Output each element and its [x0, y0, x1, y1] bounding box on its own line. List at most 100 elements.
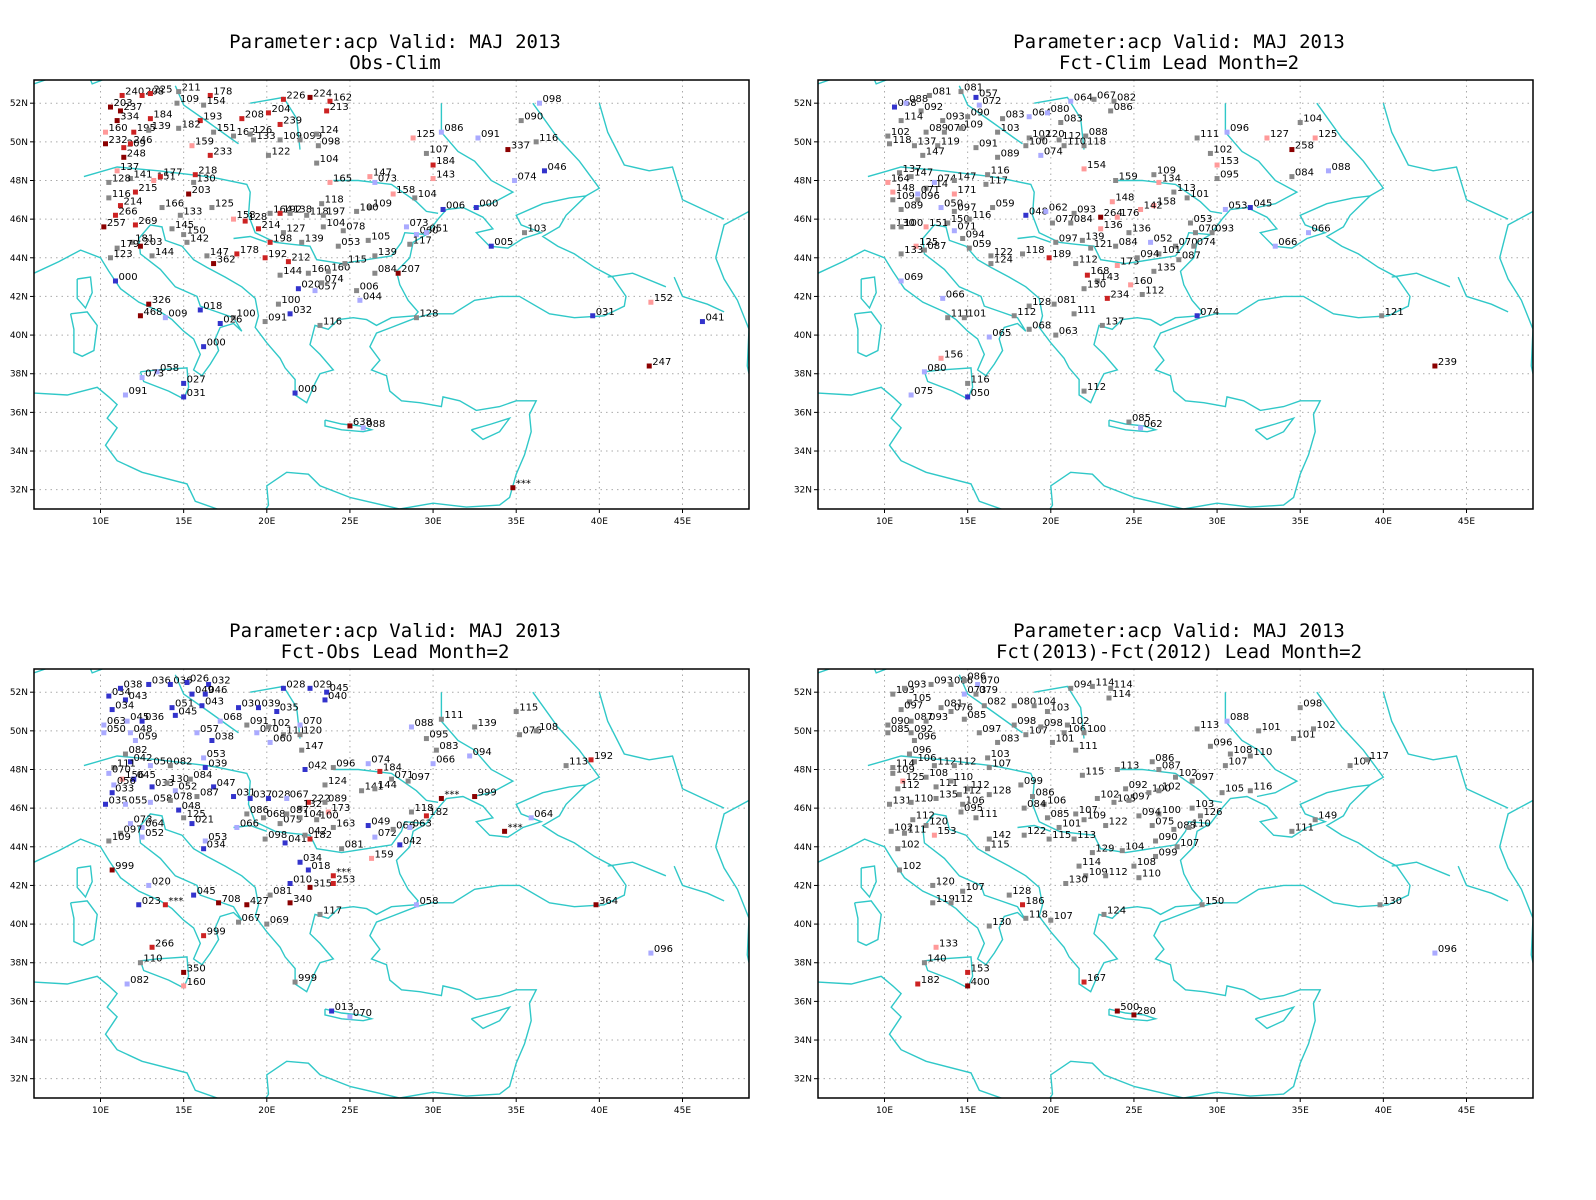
station-marker	[1068, 98, 1074, 104]
station-marker	[114, 245, 120, 251]
station-marker	[1106, 695, 1112, 701]
station-marker	[1083, 133, 1089, 139]
station-value: 708	[222, 894, 241, 905]
station-value: 427	[250, 896, 269, 907]
station-value: 140	[927, 954, 946, 965]
station-marker	[299, 239, 305, 245]
station-marker	[430, 761, 436, 767]
station-value: 225	[153, 85, 172, 96]
station-marker	[127, 730, 133, 736]
station-value: 100	[237, 309, 256, 320]
station-value: 104	[320, 154, 339, 165]
station-value: 070	[981, 675, 1000, 686]
station-value: 057	[318, 282, 337, 293]
station-marker	[114, 118, 120, 124]
x-tick-label: 45E	[1458, 1106, 1475, 1116]
station-marker	[1138, 425, 1144, 431]
station-value: 237	[123, 102, 142, 113]
y-tick-label: 48N	[794, 176, 812, 186]
station-marker	[1187, 220, 1193, 226]
station-marker	[1076, 863, 1082, 869]
station-value: 115	[519, 703, 538, 714]
station-marker	[1089, 850, 1095, 856]
station-value: 247	[652, 357, 671, 368]
station-value: 073	[967, 685, 986, 696]
station-marker	[360, 425, 366, 431]
station-value: 119	[941, 137, 960, 148]
station-marker	[197, 307, 203, 313]
station-value: 106	[966, 795, 985, 806]
station-marker	[322, 782, 328, 788]
station-value: 133	[183, 206, 202, 217]
station-value: 060	[273, 733, 292, 744]
station-value: 109	[1087, 811, 1106, 822]
station-marker	[923, 774, 929, 780]
station-value: 109	[112, 832, 131, 843]
station-marker	[176, 807, 182, 813]
station-value: 118	[1087, 137, 1106, 148]
station-marker	[933, 784, 939, 790]
station-value: 103	[991, 749, 1010, 760]
station-marker	[231, 216, 237, 222]
station-value: 096	[921, 191, 940, 202]
station-marker	[367, 205, 373, 211]
station-value: 102	[891, 127, 910, 138]
station-value: 116	[1253, 782, 1272, 793]
station-value: 029	[313, 679, 332, 690]
station-value: 107	[1029, 726, 1048, 737]
station-value: 000	[207, 338, 226, 349]
station-marker	[1377, 902, 1383, 908]
station-marker	[201, 102, 207, 108]
station-value: 113	[569, 757, 588, 768]
station-value: 141	[133, 170, 152, 181]
station-value: 143	[436, 170, 455, 181]
station-marker	[961, 678, 967, 684]
x-tick-label: 20E	[258, 517, 275, 527]
station-value: 074	[371, 755, 390, 766]
station-value: 156	[944, 349, 963, 360]
station-marker	[365, 237, 371, 243]
station-marker	[322, 799, 328, 805]
station-value: 116	[112, 189, 131, 200]
station-marker	[109, 790, 115, 796]
station-value: 130	[1383, 896, 1402, 907]
station-value: 053	[1193, 214, 1212, 225]
station-marker	[433, 747, 439, 753]
station-marker	[1114, 766, 1120, 772]
x-tick-label: 35E	[508, 1106, 525, 1116]
station-marker	[699, 319, 705, 325]
station-marker	[1023, 212, 1029, 218]
station-value: 162	[237, 127, 256, 138]
station-value: 110	[914, 793, 933, 804]
station-value: 067	[290, 789, 309, 800]
station-value: 159	[195, 137, 214, 148]
station-marker	[1041, 801, 1047, 807]
station-marker	[262, 836, 268, 842]
station-value: 109	[896, 191, 915, 202]
station-value: 073	[133, 815, 152, 826]
station-marker	[217, 718, 223, 724]
station-value: 097	[1132, 791, 1151, 802]
panel-subtitle: Fct(2013)-Fct(2012) Lead Month=2	[995, 641, 1363, 663]
station-value: 114	[1082, 857, 1101, 868]
x-tick-label: 35E	[1292, 1106, 1309, 1116]
station-value: 109	[180, 94, 199, 105]
station-marker	[1089, 683, 1095, 689]
station-value: 089	[929, 123, 948, 134]
coastlines	[34, 669, 749, 1098]
station-marker	[194, 794, 200, 800]
station-value: 069	[904, 272, 923, 283]
y-tick-label: 42N	[10, 292, 28, 302]
panel-top-right: Parameter:acp Valid: MAJ 2013 Fct-Clim L…	[784, 32, 1544, 552]
station-marker	[285, 259, 291, 265]
station-value: 084	[1295, 168, 1314, 179]
station-marker	[184, 239, 190, 245]
station-marker	[372, 834, 378, 840]
station-value: 126	[253, 125, 272, 136]
station-marker	[1209, 230, 1215, 236]
station-marker	[1126, 419, 1132, 425]
station-value: 150	[187, 226, 206, 237]
station-value: 147	[210, 247, 229, 258]
station-value: 044	[363, 291, 382, 302]
station-marker	[1214, 176, 1220, 182]
